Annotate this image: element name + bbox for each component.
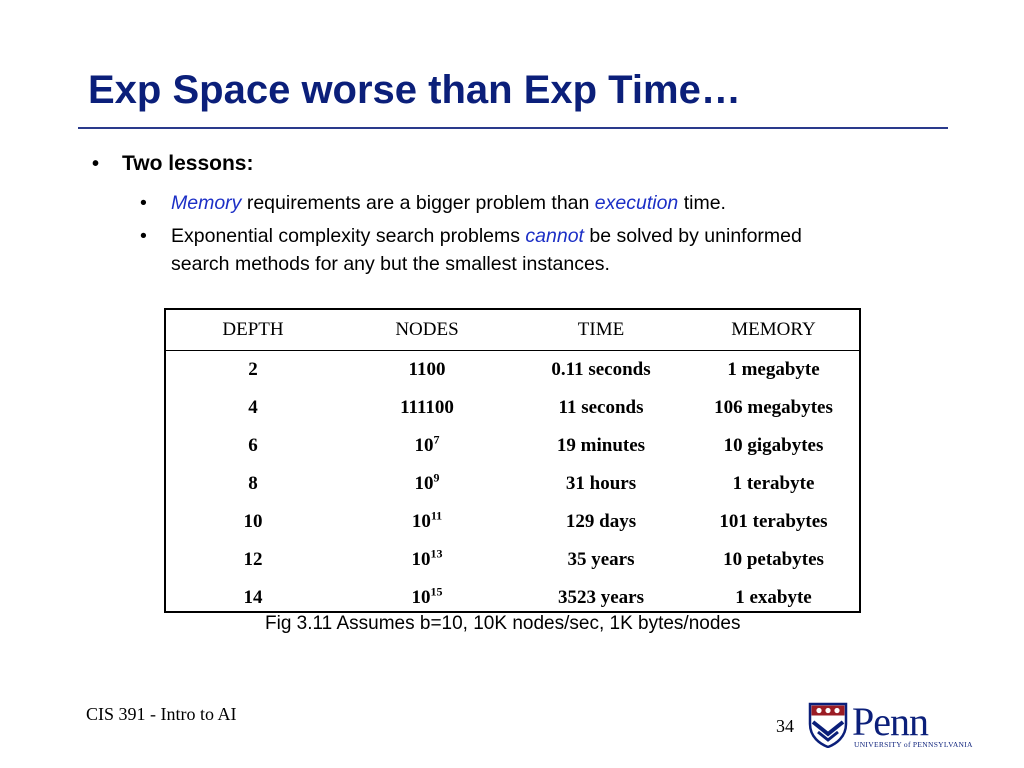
figure-caption: Fig 3.11 Assumes b=10, 10K nodes/sec, 1K…: [265, 613, 741, 634]
header-time: TIME: [577, 319, 625, 340]
nodes-base: 1100: [408, 359, 446, 380]
cell-nodes: 1011: [340, 508, 514, 533]
table-row: 4 111100 11 seconds 106 megabytes: [166, 389, 859, 427]
nodes-base: 10: [414, 435, 434, 456]
cell-nodes: 107: [340, 432, 514, 457]
cell-memory: 106 megabytes: [714, 397, 833, 418]
main-bullet-text: Two lessons:: [122, 152, 254, 175]
cell-nodes: 1015: [340, 584, 514, 609]
emphasis-execution: execution: [594, 192, 679, 214]
nodes-exponent: 9: [433, 470, 440, 485]
nodes-base: 10: [411, 549, 431, 570]
penn-university-text: UNIVERSITY of PENNSYLVANIA: [854, 740, 973, 749]
cell-depth: 2: [248, 359, 258, 380]
cell-depth: 14: [243, 587, 263, 608]
cell-time: 11 seconds: [558, 397, 644, 418]
nodes-base: 10: [411, 511, 431, 532]
nodes-exponent: 15: [430, 584, 443, 599]
cell-depth: 6: [248, 435, 258, 456]
header-nodes: NODES: [395, 319, 459, 340]
sub2-text-line2: search methods for any but the smallest …: [171, 253, 610, 275]
cell-nodes: 1013: [340, 546, 514, 571]
sub-bullet-text: Memory requirements are a bigger problem…: [171, 189, 726, 217]
sub1-text-mid: requirements are a bigger problem than: [241, 192, 595, 214]
sub2-text-end: be solved by uninformed: [583, 225, 802, 247]
sub-bullet-dot-icon: •: [140, 225, 147, 247]
cell-time: 31 hours: [565, 473, 637, 494]
cell-time: 129 days: [565, 511, 637, 532]
sub2-text-start: Exponential complexity search problems: [171, 225, 526, 247]
title-divider: [78, 127, 948, 129]
cell-depth: 10: [243, 511, 263, 532]
table-row: 6 107 19 minutes 10 gigabytes: [166, 427, 859, 465]
nodes-base: 10: [414, 473, 434, 494]
nodes-exponent: 11: [430, 508, 443, 523]
penn-shield-icon: [808, 702, 848, 749]
emphasis-memory: Memory: [171, 192, 242, 214]
cell-memory: 1 terabyte: [732, 473, 815, 494]
sub-bullet-dot-icon: •: [140, 192, 147, 214]
nodes-base: 10: [411, 587, 431, 608]
cell-time: 3523 years: [557, 587, 644, 608]
penn-wordmark: Penn: [852, 699, 929, 744]
table-row: 12 1013 35 years 10 petabytes: [166, 541, 859, 579]
header-depth: DEPTH: [222, 319, 284, 340]
cell-time: 19 minutes: [556, 435, 646, 456]
table-header: DEPTH NODES TIME MEMORY: [166, 310, 859, 351]
penn-logo: Penn UNIVERSITY of PENNSYLVANIA: [808, 699, 972, 750]
cell-memory: 10 petabytes: [723, 549, 824, 570]
page-number: 34: [776, 716, 794, 736]
nodes-exponent: 7: [433, 432, 440, 447]
complexity-table: DEPTH NODES TIME MEMORY 2 1100 0.11 second…: [164, 308, 861, 613]
table-row: 2 1100 0.11 seconds 1 megabyte: [166, 351, 859, 389]
cell-nodes: 111100: [340, 397, 514, 419]
nodes-base: 111100: [400, 397, 454, 418]
cell-memory: 1 exabyte: [735, 587, 812, 608]
cell-depth: 12: [243, 549, 263, 570]
slide-title: Exp Space worse than Exp Time…: [88, 68, 741, 112]
cell-depth: 8: [248, 473, 258, 494]
sub-bullet-text: Exponential complexity search problems c…: [171, 222, 802, 278]
sub1-text-end: time.: [678, 192, 726, 214]
nodes-exponent: 13: [430, 546, 443, 561]
cell-memory: 10 gigabytes: [723, 435, 824, 456]
cell-memory: 101 terabytes: [719, 511, 828, 532]
header-memory: MEMORY: [731, 319, 816, 340]
cell-depth: 4: [248, 397, 258, 418]
cell-memory: 1 megabyte: [727, 359, 820, 380]
cell-nodes: 1100: [340, 359, 514, 381]
cell-nodes: 109: [340, 470, 514, 495]
table-row: 10 1011 129 days 101 terabytes: [166, 503, 859, 541]
table-row: 14 1015 3523 years 1 exabyte: [166, 579, 859, 617]
cell-time: 0.11 seconds: [551, 359, 651, 380]
cell-time: 35 years: [567, 549, 635, 570]
emphasis-cannot: cannot: [525, 225, 584, 247]
footer-course: CIS 391 - Intro to AI: [86, 704, 237, 724]
table-row: 8 109 31 hours 1 terabyte: [166, 465, 859, 503]
bullet-dot-icon: •: [92, 153, 100, 175]
main-bullet: • Two lessons:: [92, 152, 253, 176]
